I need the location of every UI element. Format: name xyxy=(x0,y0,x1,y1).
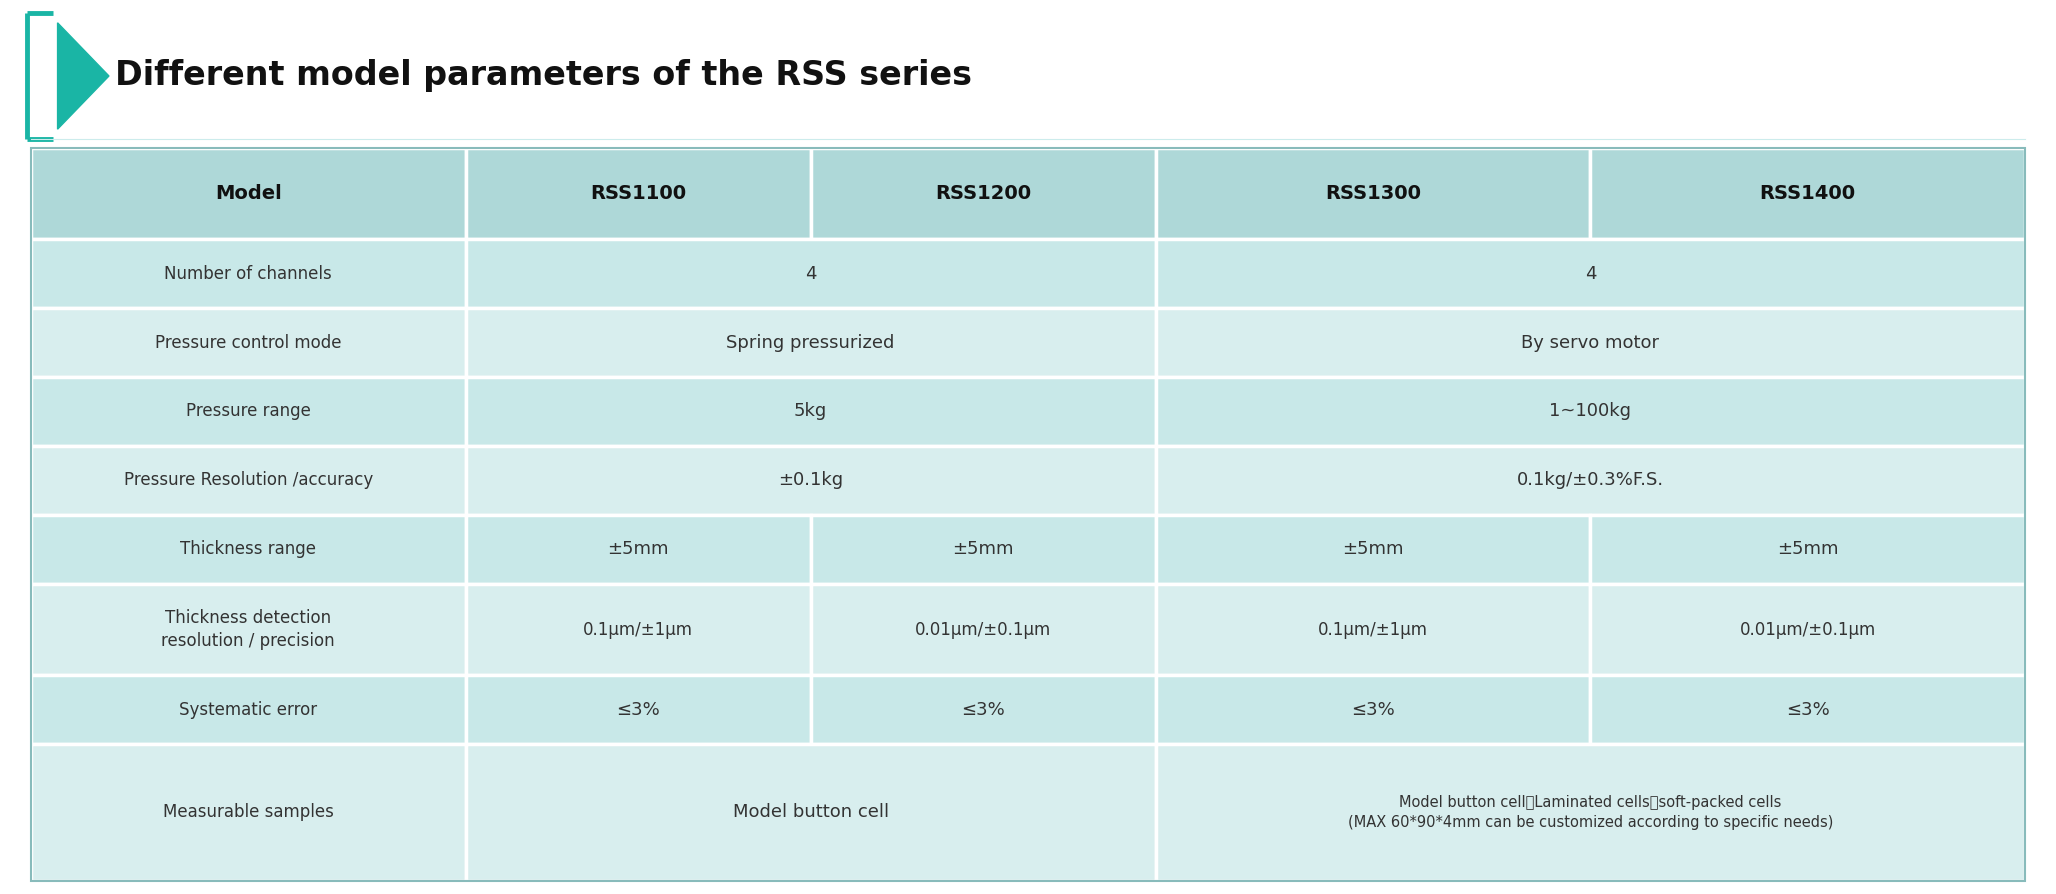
Bar xyxy=(465,446,1155,515)
Bar xyxy=(31,744,465,881)
Bar xyxy=(465,308,1155,377)
Text: 4: 4 xyxy=(804,265,816,283)
Text: 0.1μm/±1μm: 0.1μm/±1μm xyxy=(1318,620,1429,638)
Bar xyxy=(465,515,810,584)
Bar xyxy=(31,240,465,308)
Bar xyxy=(1591,584,2025,675)
Text: ≤3%: ≤3% xyxy=(1351,701,1394,719)
Text: 1~100kg: 1~100kg xyxy=(1550,402,1630,420)
Bar xyxy=(465,240,1155,308)
Bar xyxy=(1155,148,1591,240)
Bar xyxy=(465,377,1155,446)
Text: ±5mm: ±5mm xyxy=(1343,540,1404,558)
Bar xyxy=(1155,675,1591,744)
Text: Model button cell，Laminated cells，soft-packed cells
(MAX 60*90*4mm can be custom: Model button cell，Laminated cells，soft-p… xyxy=(1349,796,1834,830)
Bar xyxy=(465,675,810,744)
Bar xyxy=(465,744,1155,881)
Bar xyxy=(465,584,810,675)
Bar xyxy=(810,584,1155,675)
Text: 4: 4 xyxy=(1585,265,1595,283)
Text: RSS1400: RSS1400 xyxy=(1760,184,1857,203)
Bar xyxy=(31,446,465,515)
Text: Different model parameters of the RSS series: Different model parameters of the RSS se… xyxy=(115,60,972,92)
Text: Model button cell: Model button cell xyxy=(732,804,888,822)
Text: Model: Model xyxy=(214,184,282,203)
Bar xyxy=(1155,240,2025,308)
Text: ≤3%: ≤3% xyxy=(1787,701,1830,719)
Text: ±0.1kg: ±0.1kg xyxy=(777,471,843,489)
Bar xyxy=(31,148,465,240)
Text: RSS1200: RSS1200 xyxy=(935,184,1032,203)
Text: Number of channels: Number of channels xyxy=(164,265,333,283)
Bar xyxy=(810,675,1155,744)
Bar xyxy=(1591,675,2025,744)
Text: 0.1μm/±1μm: 0.1μm/±1μm xyxy=(584,620,693,638)
Text: ±5mm: ±5mm xyxy=(607,540,668,558)
Bar xyxy=(31,308,465,377)
Bar xyxy=(31,377,465,446)
Bar xyxy=(1591,515,2025,584)
Text: 0.01μm/±0.1μm: 0.01μm/±0.1μm xyxy=(915,620,1051,638)
Text: ±5mm: ±5mm xyxy=(1776,540,1838,558)
Bar xyxy=(810,515,1155,584)
Bar xyxy=(31,675,465,744)
Bar xyxy=(1591,148,2025,240)
Text: 5kg: 5kg xyxy=(794,402,827,420)
Text: RSS1300: RSS1300 xyxy=(1324,184,1421,203)
Bar xyxy=(465,148,810,240)
Bar xyxy=(810,148,1155,240)
Text: Thickness range: Thickness range xyxy=(181,540,317,558)
Text: ±5mm: ±5mm xyxy=(952,540,1014,558)
Text: Measurable samples: Measurable samples xyxy=(162,804,333,822)
Bar xyxy=(31,515,465,584)
Text: ≤3%: ≤3% xyxy=(617,701,660,719)
Bar xyxy=(1155,446,2025,515)
Text: Systematic error: Systematic error xyxy=(179,701,317,719)
Text: ≤3%: ≤3% xyxy=(962,701,1005,719)
Bar xyxy=(1155,515,1591,584)
Polygon shape xyxy=(58,23,109,129)
Text: Pressure control mode: Pressure control mode xyxy=(154,333,341,351)
Text: 0.01μm/±0.1μm: 0.01μm/±0.1μm xyxy=(1739,620,1875,638)
Bar xyxy=(1155,377,2025,446)
Bar xyxy=(1155,584,1591,675)
Bar xyxy=(1155,744,2025,881)
Text: By servo motor: By servo motor xyxy=(1521,333,1659,351)
Bar xyxy=(31,148,2025,881)
Text: 0.1kg/±0.3%F.S.: 0.1kg/±0.3%F.S. xyxy=(1517,471,1663,489)
Text: Pressure range: Pressure range xyxy=(185,402,310,420)
Text: Thickness detection
resolution / precision: Thickness detection resolution / precisi… xyxy=(162,609,335,650)
Text: Spring pressurized: Spring pressurized xyxy=(726,333,894,351)
Bar xyxy=(31,584,465,675)
Text: RSS1100: RSS1100 xyxy=(590,184,687,203)
Bar xyxy=(1155,308,2025,377)
Text: Pressure Resolution /accuracy: Pressure Resolution /accuracy xyxy=(123,471,372,489)
